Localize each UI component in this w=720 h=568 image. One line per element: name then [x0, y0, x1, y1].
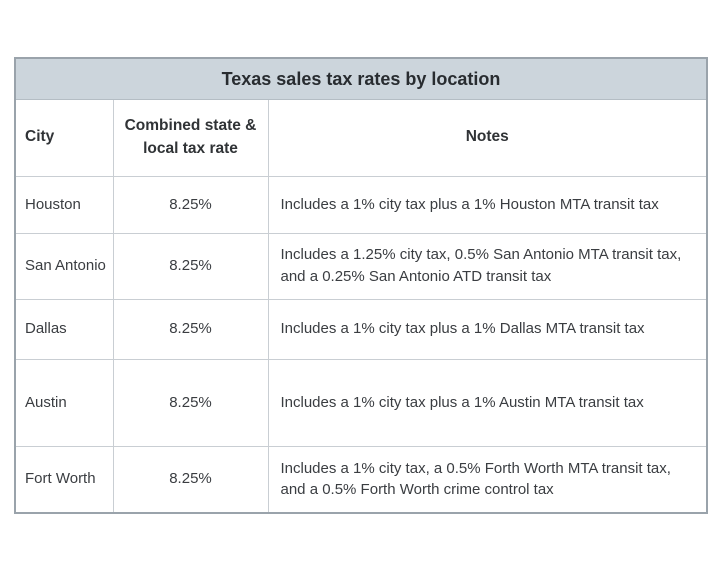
city-cell: Austin — [14, 358, 114, 447]
city-cell: San Antonio — [14, 232, 114, 300]
column-header-notes: Notes — [267, 98, 708, 177]
notes-cell: Includes a 1% city tax plus a 1% Dallas … — [267, 298, 708, 360]
tax-rates-table: Texas sales tax rates by location City C… — [14, 57, 709, 514]
table-row-san-antonio: San Antonio 8.25% Includes a 1.25% city … — [14, 232, 708, 300]
column-header-city: City — [14, 98, 114, 177]
rate-cell: 8.25% — [112, 232, 269, 300]
rate-cell: 8.25% — [112, 445, 269, 514]
rate-cell: 8.25% — [112, 298, 269, 360]
city-cell: Houston — [14, 175, 114, 234]
notes-cell: Includes a 1.25% city tax, 0.5% San Anto… — [267, 232, 708, 300]
rate-cell: 8.25% — [112, 358, 269, 447]
notes-cell: Includes a 1% city tax, a 0.5% Forth Wor… — [267, 445, 708, 514]
city-cell: Dallas — [14, 298, 114, 360]
table-row-fort-worth: Fort Worth 8.25% Includes a 1% city tax,… — [14, 445, 708, 514]
notes-cell: Includes a 1% city tax plus a 1% Houston… — [267, 175, 708, 234]
table-title: Texas sales tax rates by location — [14, 57, 708, 100]
table-header-row: City Combined state & local tax rate Not… — [14, 98, 708, 177]
table-row-austin: Austin 8.25% Includes a 1% city tax plus… — [14, 358, 708, 447]
city-cell: Fort Worth — [14, 445, 114, 514]
table-row-dallas: Dallas 8.25% Includes a 1% city tax plus… — [14, 298, 708, 360]
column-header-rate: Combined state & local tax rate — [112, 98, 269, 177]
table-row-houston: Houston 8.25% Includes a 1% city tax plu… — [14, 175, 708, 234]
rate-cell: 8.25% — [112, 175, 269, 234]
notes-cell: Includes a 1% city tax plus a 1% Austin … — [267, 358, 708, 447]
table-title-row: Texas sales tax rates by location — [14, 57, 708, 100]
